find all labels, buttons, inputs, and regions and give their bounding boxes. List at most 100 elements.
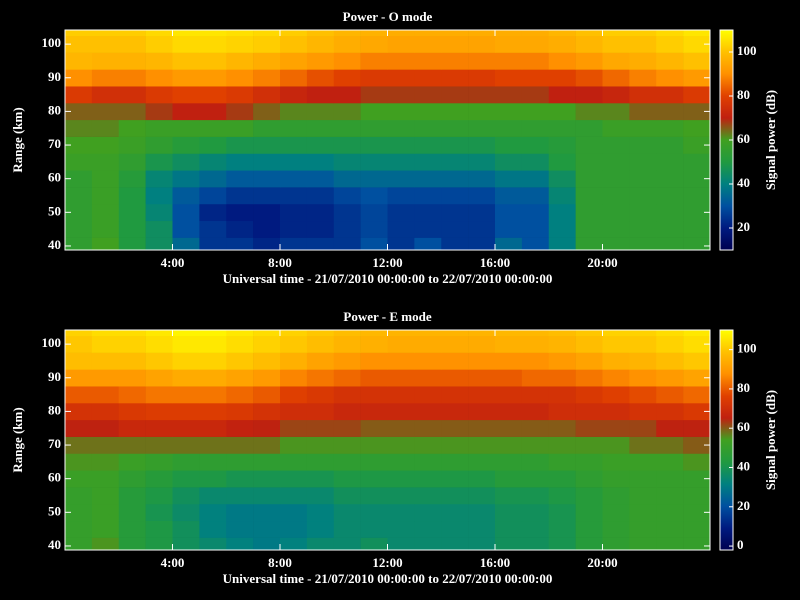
colorbar-tick-label: 100 xyxy=(737,341,757,356)
heatmap-cell xyxy=(145,330,173,337)
heatmap-cell xyxy=(468,419,496,437)
heatmap-cell xyxy=(656,203,684,222)
heatmap-cell xyxy=(226,136,254,154)
heatmap-cell xyxy=(468,436,496,454)
heatmap-cell xyxy=(333,35,361,53)
heatmap-cell xyxy=(333,220,361,238)
heatmap-cell xyxy=(91,487,120,505)
heatmap-cell xyxy=(575,335,603,353)
heatmap-cell xyxy=(360,352,388,370)
x-tick-label: 4:00 xyxy=(161,255,185,270)
heatmap-cell xyxy=(226,220,254,238)
heatmap-cell xyxy=(306,503,335,522)
heatmap-cell xyxy=(414,335,442,353)
heatmap-cell xyxy=(226,119,254,137)
heatmap-cell xyxy=(414,369,442,387)
heatmap-cell xyxy=(683,203,711,222)
heatmap-cell xyxy=(548,436,576,454)
heatmap-cell xyxy=(65,86,93,104)
heatmap-cell xyxy=(602,335,630,353)
heatmap-cells xyxy=(65,30,711,251)
heatmap-cell xyxy=(656,136,684,154)
heatmap-cell xyxy=(91,203,120,222)
heatmap-cell xyxy=(548,203,576,222)
heatmap-cell xyxy=(521,487,550,505)
heatmap-cell xyxy=(387,369,415,387)
heatmap-cell xyxy=(656,237,684,251)
heatmap-cell xyxy=(360,136,388,154)
heatmap-cell xyxy=(387,52,415,70)
heatmap-cell xyxy=(387,330,415,337)
heatmap-cell xyxy=(360,52,388,70)
heatmap-cell xyxy=(226,537,254,551)
heatmap-cell xyxy=(91,52,120,70)
heatmap-cell xyxy=(172,69,200,87)
heatmap-cell xyxy=(414,402,442,421)
heatmap-cell xyxy=(521,52,550,70)
heatmap-cell xyxy=(360,102,388,121)
heatmap-cell xyxy=(65,386,93,404)
heatmap-cell xyxy=(495,453,523,471)
heatmap-cell xyxy=(575,453,603,471)
heatmap-cell xyxy=(414,69,442,87)
heatmap-cell xyxy=(306,203,335,222)
heatmap-cell xyxy=(172,220,200,238)
heatmap-cell xyxy=(333,436,361,454)
heatmap-cell xyxy=(333,330,361,337)
heatmap-cell xyxy=(360,119,388,137)
heatmap-cell xyxy=(387,487,415,505)
heatmap-cell xyxy=(333,86,361,104)
heatmap-cell xyxy=(199,102,227,121)
heatmap-cell xyxy=(172,119,200,137)
heatmap-cell xyxy=(548,30,576,37)
heatmap-cell xyxy=(602,30,630,37)
heatmap-cell xyxy=(118,69,146,87)
heatmap-cell xyxy=(280,537,308,551)
heatmap-cell xyxy=(441,520,469,538)
heatmap-cell xyxy=(172,537,200,551)
heatmap-cell xyxy=(575,537,603,551)
heatmap-cell xyxy=(602,136,630,154)
heatmap-cell xyxy=(253,153,281,171)
heatmap-cell xyxy=(521,330,550,337)
heatmap-cell xyxy=(253,419,281,437)
heatmap-cell xyxy=(145,386,173,404)
heatmap-cell xyxy=(683,330,711,337)
heatmap-cell xyxy=(91,35,120,53)
heatmap-cell xyxy=(118,470,146,488)
heatmap-cell xyxy=(280,520,308,538)
heatmap-cell xyxy=(414,187,442,205)
heatmap-cell xyxy=(387,102,415,121)
heatmap-cell xyxy=(65,136,93,154)
heatmap-cell xyxy=(306,119,335,137)
heatmap-cell xyxy=(495,537,523,551)
heatmap-cell xyxy=(575,330,603,337)
y-tick-label: 60 xyxy=(48,470,61,485)
heatmap-cell xyxy=(65,203,93,222)
heatmap-cell xyxy=(602,237,630,251)
heatmap-cell xyxy=(199,35,227,53)
heatmap-cell xyxy=(360,487,388,505)
heatmap-cell xyxy=(145,220,173,238)
heatmap-cell xyxy=(602,203,630,222)
heatmap-cell xyxy=(548,52,576,70)
heatmap-cell xyxy=(145,237,173,251)
heatmap-cell xyxy=(441,503,469,522)
heatmap-cell xyxy=(414,537,442,551)
heatmap-cell xyxy=(683,369,711,387)
heatmap-cell xyxy=(387,170,415,188)
heatmap-cell xyxy=(306,330,335,337)
heatmap-cell xyxy=(441,187,469,205)
heatmap-cell xyxy=(91,119,120,137)
heatmap-cell xyxy=(495,30,523,37)
heatmap-cell xyxy=(226,35,254,53)
heatmap-cell xyxy=(495,237,523,251)
heatmap-cell xyxy=(91,330,120,337)
heatmap-cell xyxy=(629,470,657,488)
heatmap-cell xyxy=(414,30,442,37)
heatmap-cell xyxy=(65,453,93,471)
heatmap-cell xyxy=(414,487,442,505)
heatmap-cell xyxy=(253,237,281,251)
heatmap-cell xyxy=(145,503,173,522)
heatmap-cell xyxy=(226,335,254,353)
